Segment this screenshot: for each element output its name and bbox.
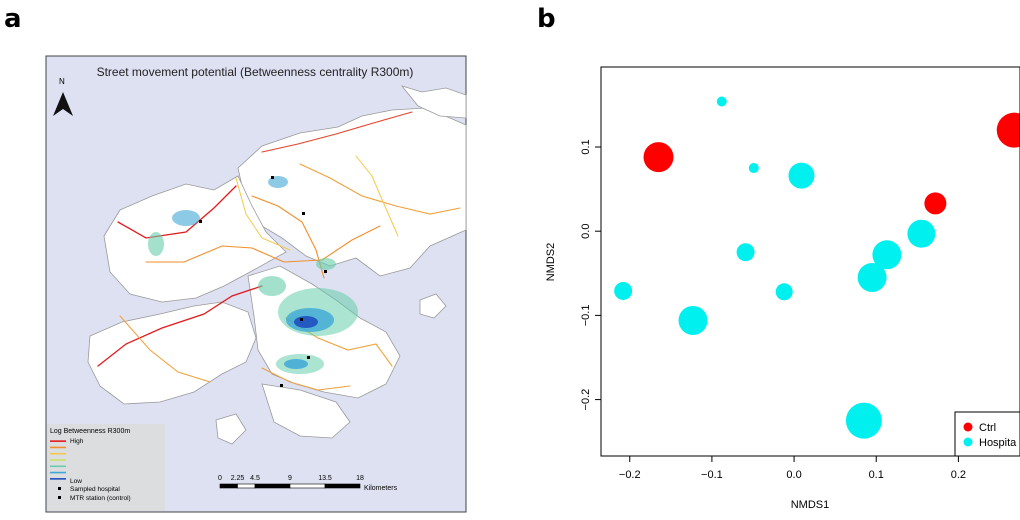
- road-orange-4: [119, 315, 211, 383]
- chart-legend: Ctrl Hospita: [954, 411, 1020, 457]
- map-title: Street movement potential (Betweenness c…: [97, 65, 414, 79]
- legend-label-hospita: Hospita: [979, 437, 1017, 449]
- panel-letter-a: a: [4, 4, 22, 34]
- scale-bar-unit: Kilometers: [364, 485, 398, 492]
- road-yellow-1: [235, 177, 291, 251]
- legend-swatch-hospita: [963, 437, 973, 447]
- x-tick-label: 0.1: [869, 469, 884, 481]
- legend-label-ctrl: Ctrl: [979, 422, 996, 434]
- data-point-ctrl: [924, 192, 947, 215]
- y-tick-label: 0.1: [580, 139, 592, 154]
- data-point-hospita: [748, 163, 759, 174]
- legend-station-label: MTR station (control): [70, 495, 131, 502]
- scale-bar-tick-label: 2.25: [231, 475, 245, 482]
- map-markers: [199, 176, 327, 387]
- data-point-hospita: [678, 305, 708, 335]
- legend-box: [954, 411, 1020, 457]
- road-red-lantau: [97, 285, 263, 367]
- data-point-hospita: [775, 283, 793, 301]
- land-islet-1: [419, 293, 447, 319]
- scale-bar-tick-label: 9: [288, 475, 292, 482]
- scale-bar-tick-label: 4.5: [250, 475, 260, 482]
- land-new-territories-west: [103, 175, 287, 303]
- scale-bar-segment: [289, 483, 326, 489]
- road-orange-2: [251, 195, 325, 279]
- scale-bar-segment: [324, 483, 361, 489]
- road-orange-6: [261, 367, 351, 391]
- land-islands-south: [261, 383, 351, 439]
- station-marker: [280, 384, 283, 387]
- hospital-marker: [199, 220, 202, 223]
- data-point-hospita: [614, 281, 633, 300]
- x-tick-label: −0.1: [701, 469, 723, 481]
- data-point-hospita: [872, 240, 902, 270]
- x-tick-label: −0.2: [619, 469, 641, 481]
- plot-frame: [600, 66, 1020, 457]
- x-axis-label: NMDS1: [791, 499, 830, 511]
- road-orange-3: [299, 163, 461, 215]
- x-tick-label: 0.0: [786, 469, 801, 481]
- legend-hospital-label: Sampled hospital: [70, 486, 120, 493]
- data-point-ctrl: [996, 112, 1020, 148]
- legend-station-marker: [58, 496, 61, 499]
- station-marker: [302, 212, 305, 215]
- north-arrow-icon: [53, 92, 73, 116]
- map-panel: Street movement potential (Betweenness c…: [45, 55, 467, 513]
- north-label: N: [59, 77, 65, 86]
- legend-high-label: High: [70, 438, 84, 445]
- data-point-hospita: [845, 402, 882, 439]
- map-legend: Log Betweenness R300m High Low Sampled h…: [47, 424, 165, 511]
- y-tick-label: 0.0: [580, 224, 592, 239]
- panel-letter-b: b: [537, 4, 556, 34]
- data-point-hospita: [857, 262, 887, 292]
- scale-bar-tick-label: 0: [218, 475, 222, 482]
- road-network: [97, 111, 461, 391]
- data-point-hospita: [788, 162, 815, 189]
- station-marker: [324, 270, 327, 273]
- hospital-marker: [300, 318, 303, 321]
- road-yellow-2: [355, 155, 399, 237]
- legend-gradient: [50, 440, 66, 480]
- y-axis-label: NMDS2: [545, 243, 557, 282]
- legend-title: Log Betweenness R300m: [50, 428, 130, 435]
- data-point-hospita: [716, 96, 727, 107]
- scale-bar-segment: [237, 483, 256, 489]
- road-red-north: [261, 111, 413, 153]
- land-mainland-north: [237, 107, 467, 277]
- land-northeast: [400, 85, 467, 119]
- legend-background: [47, 424, 165, 511]
- data-point-hospita: [736, 243, 755, 262]
- legend-swatch-ctrl: [963, 422, 973, 432]
- legend-low-label: Low: [70, 478, 82, 485]
- scale-bar: 0 2.25 4.5 9 13.5 18 Kilometers: [218, 475, 398, 492]
- hospital-marker: [271, 176, 274, 179]
- x-tick-label: 0.2: [951, 469, 966, 481]
- data-point-hospita: [907, 219, 936, 248]
- scale-bar-tick-label: 13.5: [318, 475, 332, 482]
- road-red-west: [117, 185, 237, 239]
- hospital-marker: [307, 356, 310, 359]
- scale-bar-tick-label: 18: [356, 475, 364, 482]
- y-tick-label: −0.1: [580, 305, 592, 327]
- scale-bar-segment: [254, 483, 291, 489]
- y-tick-label: −0.2: [580, 389, 592, 411]
- legend-hospital-marker: [58, 487, 61, 490]
- road-orange-1: [145, 225, 381, 263]
- data-point-ctrl: [643, 142, 674, 173]
- land-islet-2: [215, 413, 247, 445]
- scale-bar-segment: [219, 483, 238, 489]
